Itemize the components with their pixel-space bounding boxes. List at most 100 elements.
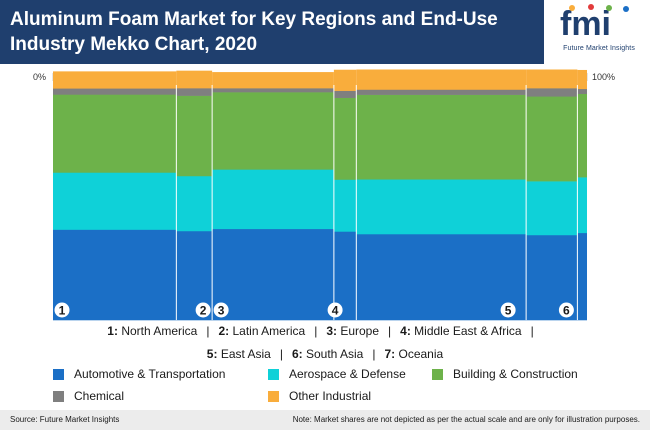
header-banner: Aluminum Foam Market for Key Regions and… — [0, 0, 650, 64]
mekko-segment-r6-s4 — [526, 88, 578, 97]
legend-item-other: Other Industrial — [268, 389, 371, 403]
mekko-segment-r5-s4 — [356, 89, 527, 95]
region-number-badge-2: 2 — [195, 302, 211, 318]
region-legend-separator: | — [388, 324, 392, 338]
region-legend-name: East Asia — [220, 347, 271, 361]
mekko-segment-r3-s3 — [212, 92, 334, 170]
mekko-segment-r2-s3 — [176, 95, 213, 177]
legend-swatch-building — [432, 368, 443, 380]
mekko-segment-r3-s5 — [212, 72, 334, 89]
series-legend-row-2: Chemical Other Industrial — [0, 389, 650, 407]
region-badge-circle — [54, 302, 70, 318]
region-legend-line-2: 5: East Asia | 6: South Asia | 7: Oceania — [0, 347, 650, 361]
scale-right-label: 100% — [592, 72, 616, 82]
region-number-badge-6: 6 — [558, 302, 574, 318]
footer: Source: Future Market Insights Note: Mar… — [0, 410, 650, 430]
mekko-segment-r3-s4 — [212, 88, 334, 93]
series-legend-row-1: Automotive & Transportation Aerospace & … — [0, 367, 650, 385]
mekko-segment-r3-s1 — [212, 228, 334, 321]
region-legend-number: 2: — [218, 324, 233, 338]
mekko-segment-r4-s3 — [333, 97, 357, 180]
mekko-segment-r2-s2 — [176, 175, 213, 232]
legend-item-chemical: Chemical — [53, 389, 124, 403]
region-legend-separator: | — [530, 324, 534, 338]
mekko-segment-r2-s5 — [176, 70, 213, 89]
mekko-segment-r3-s2 — [212, 169, 334, 230]
region-legend-number: 4: — [400, 324, 415, 338]
mekko-segment-r5-s3 — [356, 94, 527, 180]
mekko-segment-r6-s5 — [526, 69, 578, 89]
region-legend-separator: | — [279, 347, 283, 361]
mekko-segment-r4-s1 — [333, 231, 357, 321]
region-badge-circle — [195, 302, 211, 318]
mekko-segment-r7-s4 — [577, 88, 587, 94]
legend-label-aerospace: Aerospace & Defense — [289, 367, 406, 381]
footer-note: Note: Market shares are not depicted as … — [292, 415, 640, 424]
region-legend-name: Middle East & Africa — [414, 324, 522, 338]
region-badge-circle — [500, 302, 516, 318]
region-legend-separator: | — [372, 347, 376, 361]
region-number-badge-4: 4 — [327, 302, 343, 318]
mekko-segment-r1-s1 — [53, 229, 177, 321]
region-legend-number: 1: — [107, 324, 122, 338]
region-badge-label: 6 — [563, 304, 570, 318]
region-legend-name: South Asia — [305, 347, 364, 361]
mekko-segment-r7-s2 — [577, 177, 587, 234]
mekko-segment-r7-s1 — [577, 232, 587, 321]
region-badge-circle — [327, 302, 343, 318]
region-legend-separator: | — [206, 324, 210, 338]
region-badge-label: 2 — [200, 304, 207, 318]
legend-label-chemical: Chemical — [74, 389, 125, 403]
legend-item-aerospace: Aerospace & Defense — [268, 367, 406, 381]
region-number-badge-1: 1 — [54, 302, 70, 318]
region-legend-separator: | — [314, 324, 318, 338]
region-legend-name: North America — [121, 324, 198, 338]
legend-item-automotive: Automotive & Transportation — [53, 367, 225, 381]
region-badge-label: 4 — [332, 304, 339, 318]
region-legend-number: 3: — [326, 324, 341, 338]
mekko-segment-r7-s3 — [577, 93, 587, 178]
mekko-segment-r4-s5 — [333, 69, 357, 91]
legend-item-building: Building & Construction — [432, 367, 578, 381]
region-badge-label: 5 — [505, 304, 512, 318]
region-number-badge-5: 5 — [500, 302, 516, 318]
scale-left-label: 0% — [33, 72, 47, 82]
region-number-badge-3: 3 — [213, 302, 229, 318]
fmi-logo-icon: fmi — [560, 4, 629, 40]
mekko-segment-r6-s3 — [526, 96, 578, 182]
mekko-segment-r4-s4 — [333, 90, 357, 98]
region-legend-number: 7: — [384, 347, 399, 361]
legend-label-automotive: Automotive & Transportation — [74, 367, 226, 381]
legend-swatch-other — [268, 390, 279, 402]
logo: fmi Future Market Insights — [544, 0, 650, 64]
region-legend-name: Europe — [340, 324, 380, 338]
logo-text: fmi — [560, 5, 611, 40]
mekko-segment-r5-s5 — [356, 69, 527, 90]
mekko-segment-r7-s5 — [577, 69, 587, 90]
mekko-segment-r1-s4 — [53, 88, 177, 95]
region-badge-label: 3 — [218, 304, 225, 318]
mekko-segment-r5-s1 — [356, 233, 527, 321]
legend-swatch-automotive — [53, 368, 64, 380]
chart-title: Aluminum Foam Market for Key Regions and… — [10, 9, 498, 55]
region-badge-circle — [558, 302, 574, 318]
mekko-segment-r6-s2 — [526, 181, 578, 236]
region-legend-number: 6: — [291, 347, 306, 361]
region-badge-label: 1 — [59, 304, 66, 318]
footer-source: Source: Future Market Insights — [10, 415, 120, 424]
legend-label-other: Other Industrial — [289, 389, 372, 403]
logo-subtitle: Future Market Insights — [563, 45, 635, 52]
mekko-segment-r5-s2 — [356, 179, 527, 235]
region-legend-line-1: 1: North America | 2: Latin America | 3: Eur… — [0, 324, 650, 338]
mekko-segment-r1-s3 — [53, 94, 177, 173]
mekko-segment-r1-s5 — [53, 71, 177, 89]
mekko-segment-r4-s2 — [333, 179, 357, 232]
mekko-segment-r1-s2 — [53, 172, 177, 230]
legend-label-building: Building & Construction — [453, 367, 578, 381]
region-legend-number: 5: — [206, 347, 221, 361]
region-legend-name: Latin America — [232, 324, 306, 338]
region-badge-circle — [213, 302, 229, 318]
legend-swatch-aerospace — [268, 368, 279, 380]
region-legend-name: Oceania — [398, 347, 444, 361]
